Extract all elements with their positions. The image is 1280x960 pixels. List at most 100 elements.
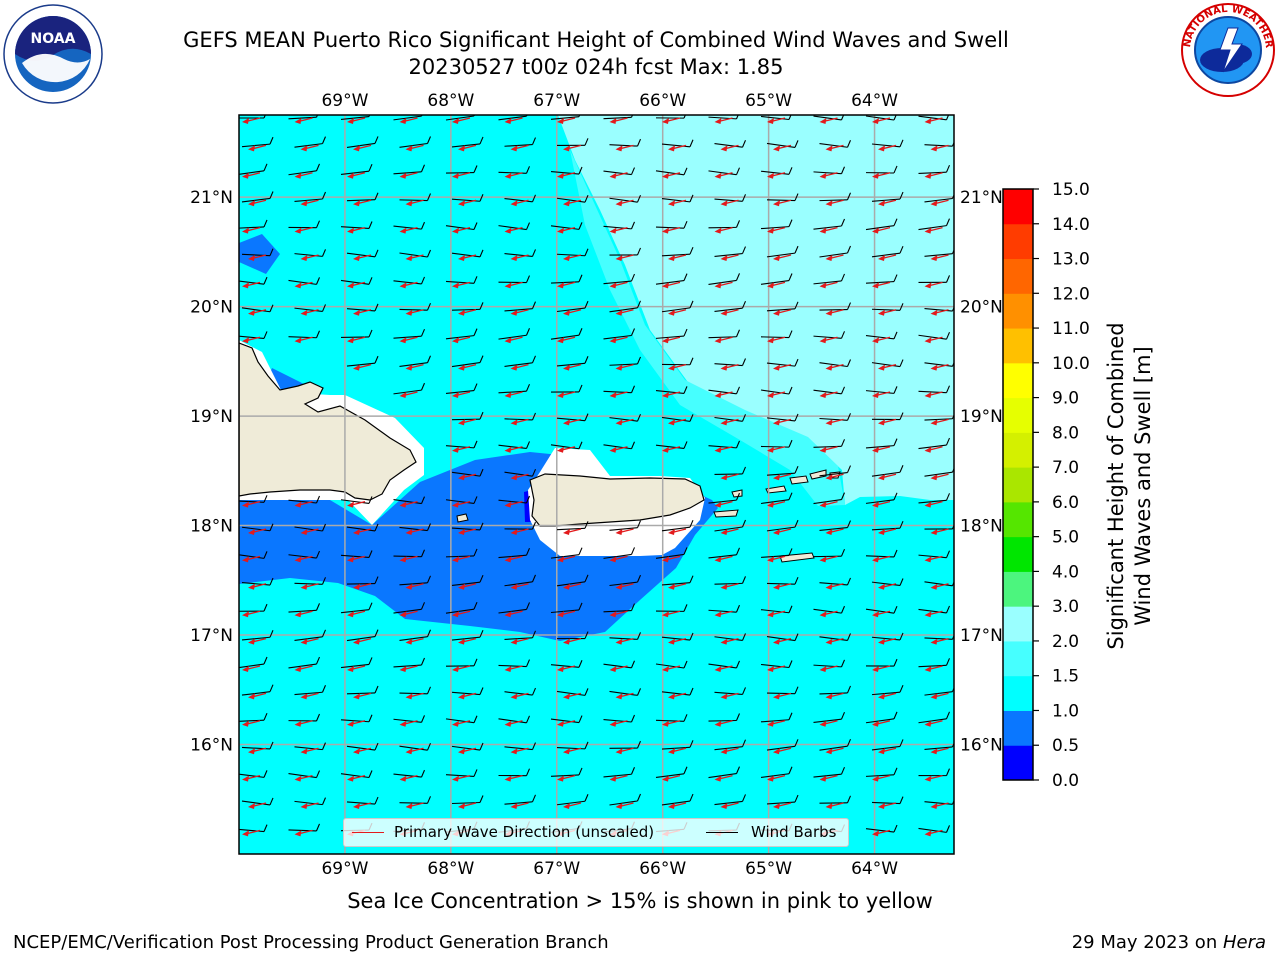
- wind-barb: [288, 656, 321, 669]
- wave-direction-arrow: [720, 747, 739, 755]
- wind-barb: [766, 739, 799, 751]
- wave-direction-arrow: [767, 720, 786, 727]
- colorbar-segment: [1003, 640, 1033, 677]
- wave-direction-arrow: [609, 446, 628, 453]
- wind-barb: [865, 274, 898, 284]
- wave-direction-arrow: [819, 172, 838, 179]
- colorbar-segment: [1003, 536, 1033, 572]
- wind-barb: [346, 629, 379, 642]
- wind-barb: [655, 547, 688, 559]
- wind-barb: [871, 578, 904, 587]
- wave-direction-arrow: [557, 336, 576, 344]
- wave-direction-arrow: [773, 309, 792, 316]
- wave-direction-arrow: [767, 665, 786, 672]
- lon-tick-top: 68°W: [427, 91, 474, 111]
- land-culebra: [731, 489, 743, 498]
- wave-direction-arrow: [662, 226, 681, 234]
- wave-direction-arrow: [668, 583, 687, 590]
- wind-barb: [239, 163, 268, 175]
- wave-direction-arrow: [458, 363, 477, 371]
- wind-barb: [714, 519, 747, 532]
- wave-direction-arrow: [773, 528, 792, 535]
- wind-barb: [714, 739, 747, 751]
- wind-barb: [393, 276, 426, 285]
- wind-barb: [399, 523, 432, 532]
- wind-barb: [708, 660, 741, 669]
- wave-direction-arrow: [825, 254, 844, 261]
- wave-direction-arrow: [504, 281, 523, 289]
- wind-barb: [655, 328, 688, 339]
- footer-host: Hera: [1222, 932, 1266, 953]
- wave-direction-arrow: [662, 665, 681, 672]
- wind-barb: [239, 276, 268, 285]
- wave-direction-arrow: [452, 555, 471, 563]
- wave-direction-arrow: [615, 583, 634, 590]
- wave-direction-arrow: [878, 692, 897, 700]
- wave-direction-arrow: [930, 144, 949, 152]
- wave-direction-arrow: [458, 692, 477, 700]
- lon-tick-bottom: 65°W: [745, 859, 792, 879]
- wave-direction-arrow: [510, 363, 529, 371]
- wave-direction-arrow: [300, 528, 319, 535]
- land-puerto-rico: [529, 473, 705, 527]
- wave-direction-arrow: [347, 226, 366, 234]
- wind-barb: [661, 414, 694, 422]
- wave-direction-arrow: [773, 254, 792, 261]
- colorbar-label-line2: Wind Waves and Swell [m]: [1131, 346, 1155, 626]
- colorbar-tick-label: 8.0: [1052, 423, 1079, 443]
- wind-barb: [393, 164, 426, 175]
- wave-direction-arrow: [615, 199, 634, 207]
- wind-barb: [661, 300, 694, 313]
- wind-barb: [451, 742, 484, 751]
- wind-barb: [766, 358, 799, 367]
- wave-direction-arrow: [347, 720, 366, 727]
- wave-direction-arrow: [353, 583, 372, 590]
- wind-barb: [865, 386, 898, 394]
- wave-direction-arrow: [767, 391, 786, 398]
- wind-barb: [393, 657, 426, 668]
- wave-direction-arrow: [878, 254, 897, 261]
- wave-direction-arrow: [720, 473, 739, 481]
- wave-direction-arrow: [405, 309, 424, 316]
- wind-barb: [340, 496, 373, 504]
- wave-direction-arrow: [405, 144, 424, 152]
- wind-barb: [819, 738, 852, 751]
- lon-tick-bottom: 66°W: [639, 859, 686, 879]
- wind-barb: [393, 382, 426, 395]
- wind-barb: [603, 221, 636, 230]
- wave-direction-arrow: [399, 226, 418, 234]
- wave-direction-arrow: [878, 199, 897, 207]
- wave-direction-arrow: [767, 226, 786, 234]
- wave-direction-arrow: [242, 774, 261, 782]
- wind-barb: [871, 359, 904, 368]
- wave-direction-arrow: [819, 500, 838, 508]
- wave-direction-arrow: [294, 720, 313, 727]
- wave-direction-arrow: [399, 555, 418, 563]
- wave-direction-arrow: [563, 528, 582, 535]
- wind-barb: [760, 605, 793, 614]
- wind-barb: [399, 249, 432, 258]
- wind-barb: [760, 660, 793, 669]
- wave-direction-arrow: [510, 528, 529, 535]
- wave-direction-arrow: [773, 199, 792, 207]
- wind-barb: [504, 687, 537, 696]
- wave-direction-arrow: [878, 637, 897, 645]
- wave-direction-arrow: [399, 610, 418, 618]
- wind-barb: [451, 355, 484, 368]
- wave-direction-arrow: [714, 665, 733, 672]
- wind-barb: [294, 523, 327, 532]
- wave-direction-arrow: [347, 281, 366, 289]
- wind-barb: [445, 715, 478, 724]
- wave-direction-arrow: [609, 665, 628, 672]
- wave-direction-arrow: [294, 117, 313, 124]
- wind-barb: [603, 441, 636, 450]
- wind-barb: [393, 496, 426, 505]
- wave-direction-arrow: [353, 363, 372, 371]
- footer-credit: NCEP/EMC/Verification Post Processing Pr…: [13, 932, 609, 953]
- wave-direction-arrow: [714, 391, 733, 398]
- wind-barb: [760, 492, 793, 505]
- wind-barb: [556, 194, 589, 203]
- wave-contour-low-south: [239, 452, 718, 641]
- wave-direction-arrow: [767, 446, 786, 453]
- wave-direction-arrow: [248, 528, 267, 535]
